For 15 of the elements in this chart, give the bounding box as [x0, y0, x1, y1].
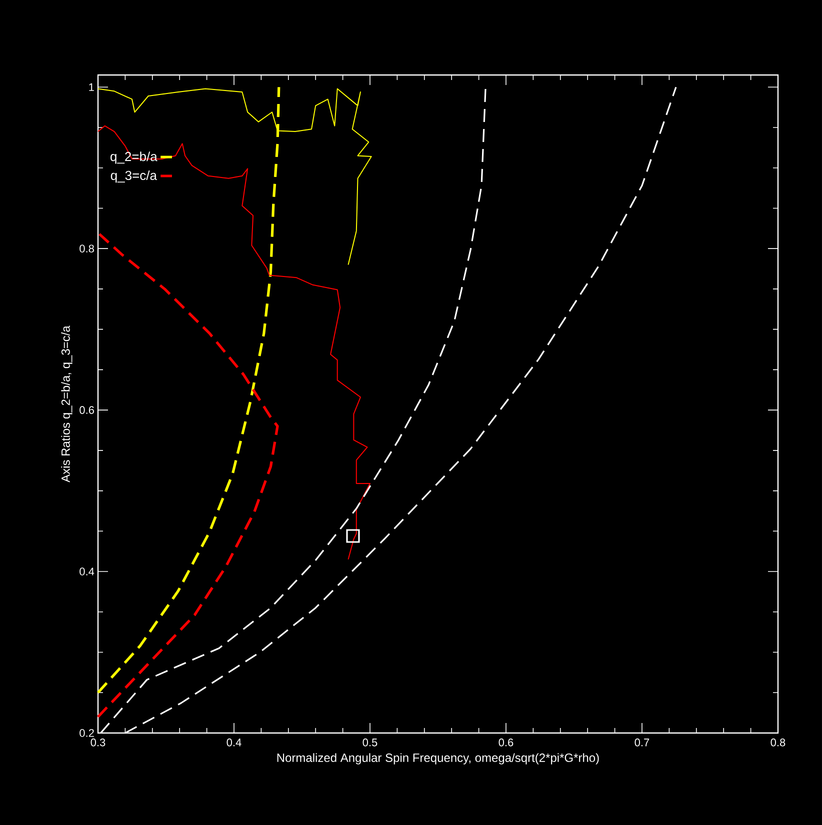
x-axis-title: Normalized Angular Spin Frequency, omega/sqrt(2*pi*G*rho)	[277, 753, 599, 764]
x-tick-label: 0.6	[498, 738, 514, 746]
y-tick-label: 0.8	[80, 244, 94, 252]
y-axis-title: Axis Ratios q_2=b/a, q_3=c/a	[61, 326, 72, 482]
x-tick-label: 0.8	[770, 738, 786, 746]
legend-label: q_2=b/a	[110, 152, 158, 164]
x-tick-label: 0.5	[362, 738, 378, 746]
y-tick-label: 0.6	[80, 406, 94, 414]
legend-label: q_3=c/a	[110, 170, 157, 183]
x-tick-label: 0.7	[634, 738, 650, 746]
y-tick-label: 0.2	[80, 729, 94, 737]
x-tick-label: 0.3	[90, 738, 106, 746]
x-tick-label: 0.4	[226, 738, 242, 746]
y-tick-label: 1	[89, 83, 94, 91]
y-tick-label: 0.4	[80, 568, 94, 576]
